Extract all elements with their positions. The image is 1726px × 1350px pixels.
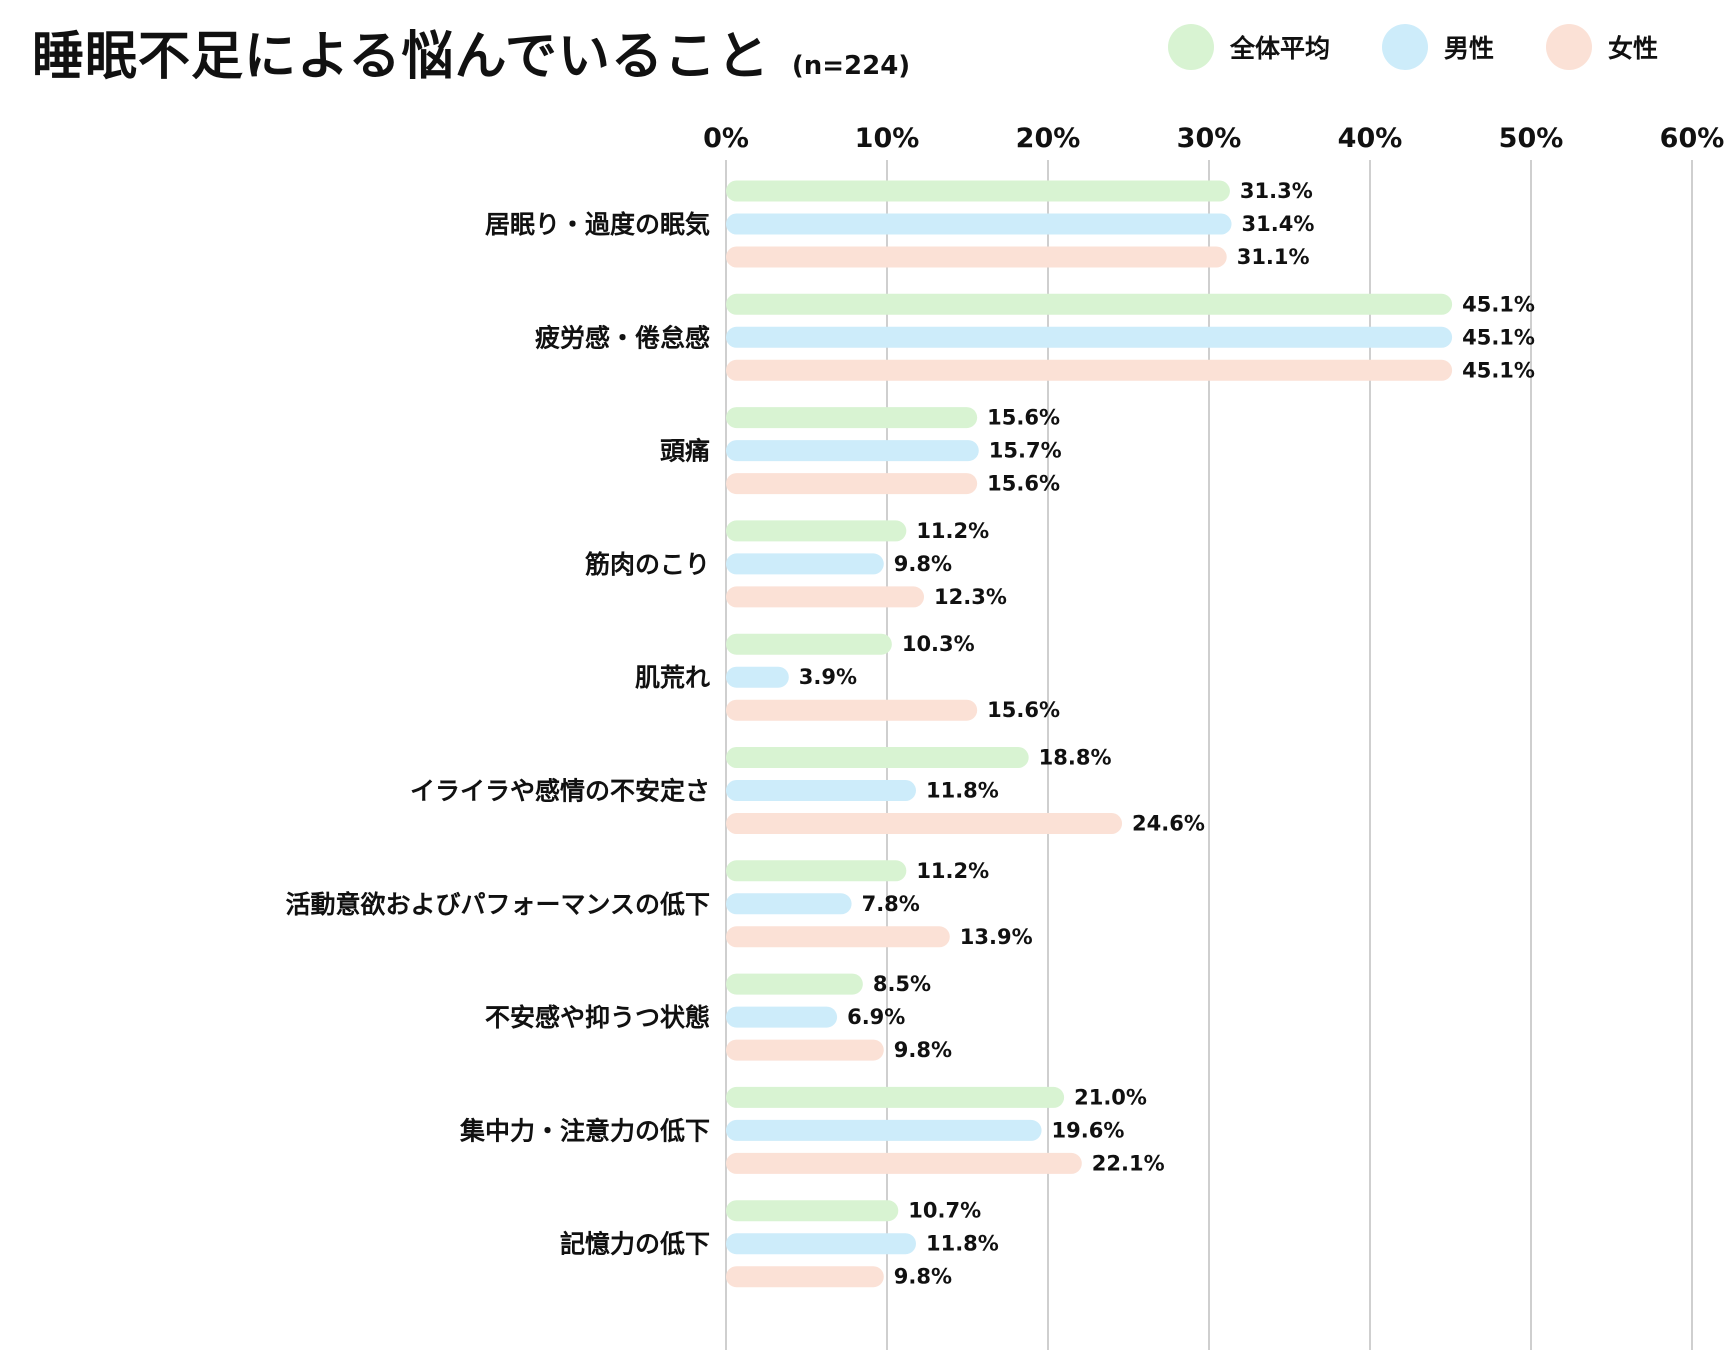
bar-9-series-0 [726,1200,899,1222]
bar-5-series-1 [726,780,916,801]
legend-label-overall: 全体平均 [1230,34,1331,63]
value-label-9-series-0: 10.7% [908,1199,981,1223]
value-label-7-series-2: 9.8% [894,1038,952,1062]
value-label-6-series-1: 7.8% [862,892,920,916]
value-label-0-series-1: 31.4% [1242,212,1315,236]
bar-9-series-2 [726,1266,884,1288]
x-tick-label-40: 40% [1338,123,1403,154]
legend-item-female: 女性 [1546,24,1658,70]
value-label-2-series-2: 15.6% [987,472,1060,496]
legend-label-male: 男性 [1444,34,1495,63]
category-label-0: 居眠り・過度の眠気 [485,210,710,239]
chart-subtitle: (n=224) [791,51,911,81]
bar-8-series-2 [726,1152,1082,1174]
value-label-7-series-1: 6.9% [847,1005,905,1029]
value-label-9-series-1: 11.8% [926,1232,999,1256]
value-label-3-series-0: 11.2% [916,519,989,543]
x-tick-label-0: 0% [703,123,749,154]
bar-3-series-1 [726,553,884,575]
bar-4-series-2 [726,699,978,721]
category-label-2: 頭痛 [660,437,710,466]
bar-3-series-2 [726,586,925,608]
bar-8-series-1 [726,1119,1042,1141]
bar-5-series-2 [726,813,1123,834]
value-label-5-series-1: 11.8% [926,779,999,803]
value-label-4-series-1: 3.9% [799,665,857,689]
value-label-2-series-1: 15.7% [989,439,1062,463]
x-tick-label-30: 30% [1177,123,1242,154]
value-label-0-series-0: 31.3% [1240,179,1313,203]
category-label-7: 不安感や抑うつ状態 [485,1003,710,1032]
bar-0-series-2 [726,246,1227,268]
value-label-7-series-0: 8.5% [873,972,931,996]
grid-layer [725,160,1693,1350]
category-label-4: 肌荒れ [635,663,710,692]
bar-3-series-0 [726,520,907,542]
x-tick-label-20: 20% [1016,123,1081,154]
bar-6-series-1 [726,893,852,915]
bar-7-series-0 [726,973,863,995]
value-label-0-series-2: 31.1% [1237,245,1310,269]
bar-4-series-0 [726,633,892,655]
value-label-8-series-2: 22.1% [1092,1151,1165,1175]
value-label-3-series-2: 12.3% [934,585,1007,609]
bar-5-series-0 [726,747,1029,768]
legend-label-female: 女性 [1608,34,1659,63]
x-axis-ticks: 0% 10% 20% 30% 40% 50% 60% [703,123,1724,154]
value-label-2-series-0: 15.6% [987,406,1060,430]
chart-title-group: 睡眠不足による悩んでいること (n=224) [32,14,910,89]
value-label-1-series-2: 45.1% [1462,358,1535,382]
category-label-8: 集中力・注意力の低下 [459,1116,710,1145]
category-label-5: イライラや感情の不安定さ [410,777,710,806]
bar-0-series-1 [726,213,1232,235]
bar-7-series-1 [726,1006,838,1028]
x-tick-label-10: 10% [855,123,920,154]
value-label-6-series-2: 13.9% [960,925,1033,949]
bar-2-series-2 [726,473,978,495]
bar-1-series-1 [726,326,1453,348]
value-label-4-series-2: 15.6% [987,698,1060,722]
labels-layer: 居眠り・過度の眠気 31.3% 31.4% 31.1% 疲労感・倦怠感 45.1% 45.1… [285,179,1534,1289]
value-label-3-series-1: 9.8% [894,552,952,576]
bar-2-series-1 [726,440,979,462]
legend-swatch-female [1546,24,1593,70]
bar-6-series-2 [726,926,950,948]
value-label-5-series-0: 18.8% [1039,746,1112,770]
category-label-6: 活動意欲およびパフォーマンスの低下 [285,890,710,919]
bar-9-series-1 [726,1233,916,1255]
legend-swatch-male [1382,24,1429,70]
value-label-9-series-2: 9.8% [894,1265,952,1289]
value-label-5-series-2: 24.6% [1132,812,1205,836]
bar-7-series-2 [726,1039,884,1061]
category-label-9: 記憶力の低下 [560,1230,710,1259]
bar-2-series-0 [726,407,978,429]
x-tick-label-60: 60% [1660,123,1725,154]
category-label-1: 疲労感・倦怠感 [535,323,710,352]
value-label-1-series-0: 45.1% [1462,292,1535,316]
value-label-1-series-1: 45.1% [1462,325,1535,349]
value-label-8-series-1: 19.6% [1052,1118,1125,1142]
legend-item-male: 男性 [1382,24,1494,70]
bars-layer [726,180,1453,1288]
bar-0-series-0 [726,180,1230,202]
legend-item-overall: 全体平均 [1168,24,1330,70]
bar-6-series-0 [726,860,907,882]
bar-1-series-0 [726,293,1453,315]
legend-swatch-overall [1168,24,1214,70]
chart-title: 睡眠不足による悩んでいること [32,27,770,87]
bar-1-series-2 [726,359,1453,381]
bar-4-series-1 [726,666,789,688]
value-label-8-series-0: 21.0% [1074,1085,1147,1109]
category-label-3: 筋肉のこり [585,550,710,579]
x-tick-label-50: 50% [1499,123,1564,154]
bar-8-series-0 [726,1086,1065,1108]
value-label-6-series-0: 11.2% [916,859,989,883]
legend: 全体平均 男性 女性 [1168,24,1658,70]
value-label-4-series-0: 10.3% [902,632,975,656]
